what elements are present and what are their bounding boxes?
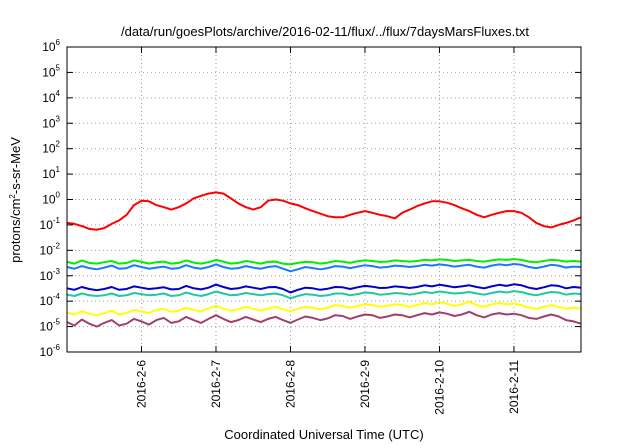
chart-title: /data/run/goesPlots/archive/2016-02-11/f…	[121, 24, 529, 39]
series-line-2	[66, 258, 582, 266]
x-axis: 2016-2-6 2016-2-7 2016-2-8 2016-2-9 2016-2-1…	[134, 47, 521, 415]
series-line-4	[66, 283, 582, 294]
y-tick-label: 10-3	[40, 267, 61, 283]
x-tick-label: 2016-2-8	[283, 360, 297, 408]
y-tick-label: 106	[42, 38, 60, 54]
y-axis-label-suffix: -s-sr-MeV	[8, 137, 23, 194]
y-axis: 10-6 10-5 10-4 10-3 10-2 10-1 100 101 102 103 104 1…	[40, 38, 581, 359]
series-layer	[66, 191, 582, 328]
x-axis-label: Coordinated Universal Time (UTC)	[224, 427, 423, 442]
grid	[67, 47, 581, 352]
series-line-3	[66, 263, 582, 273]
y-tick-label: 10-5	[40, 318, 61, 334]
x-tick-label: 2016-2-6	[134, 360, 148, 408]
y-axis-label-prefix: protons/cm	[8, 199, 23, 263]
y-tick-label: 104	[42, 89, 60, 105]
y-tick-label: 10-1	[40, 216, 61, 232]
y-tick-label: 105	[42, 63, 60, 79]
series-line-6	[66, 300, 582, 317]
y-tick-label: 100	[42, 191, 60, 207]
series-line-1	[66, 191, 582, 231]
y-tick-label: 101	[42, 165, 60, 181]
x-tick-label: 2016-2-10	[432, 360, 446, 415]
y-tick-label: 103	[42, 114, 60, 130]
y-tick-label: 102	[42, 140, 60, 156]
y-axis-label: protons/cm2-s-sr-MeV	[8, 137, 23, 263]
y-tick-label: 10-4	[40, 292, 61, 308]
y-tick-label: 10-2	[40, 241, 61, 257]
y-axis-label-sup: 2	[8, 194, 17, 199]
series-line-7	[66, 310, 582, 328]
y-tick-label: 10-6	[40, 343, 61, 359]
x-tick-label: 2016-2-11	[507, 360, 521, 414]
x-tick-label: 2016-2-7	[209, 360, 223, 408]
x-tick-label: 2016-2-9	[358, 360, 372, 408]
series-line-5	[66, 290, 582, 300]
